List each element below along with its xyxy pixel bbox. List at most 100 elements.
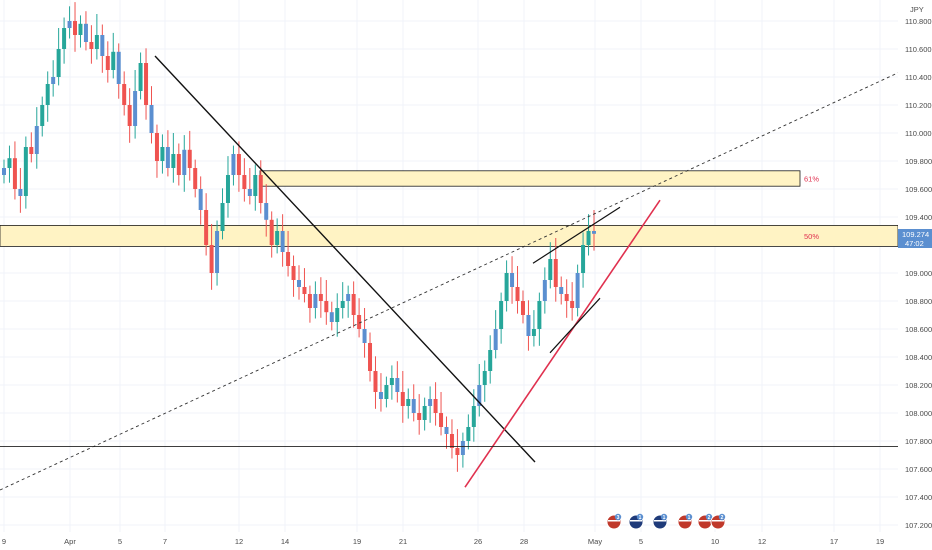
event-badge-count: 3	[617, 515, 620, 521]
time-tick-label: 28	[520, 537, 528, 546]
candle-body	[286, 252, 291, 266]
candle-body	[340, 301, 345, 308]
descending-trendline	[154, 55, 536, 463]
event-flag-stripe	[630, 520, 642, 522]
candle-body	[515, 287, 520, 301]
drawings-layer	[0, 55, 899, 491]
candle-body	[302, 287, 307, 294]
candle-body	[351, 294, 356, 315]
candle-body	[368, 343, 373, 371]
candle-body	[122, 84, 127, 105]
candle-body	[542, 280, 547, 301]
price-tick-label: 110.200	[905, 101, 932, 110]
candle-body	[204, 210, 209, 245]
us-flag-icon[interactable]: 2	[697, 513, 713, 530]
wedge-lower-line	[549, 297, 601, 354]
price-tick-label: 109.600	[905, 185, 932, 194]
candle-body	[291, 266, 296, 280]
candle-body	[138, 63, 143, 91]
candle-body	[395, 378, 400, 392]
candle-body	[433, 399, 438, 413]
time-tick-label: May	[588, 537, 602, 546]
candle-body	[29, 147, 34, 154]
candle-body	[455, 448, 460, 455]
candle-body	[411, 399, 416, 413]
candle-body	[504, 273, 509, 301]
price-axis[interactable]	[898, 0, 932, 550]
price-tick-label: 108.400	[905, 353, 932, 362]
candle-body	[280, 231, 285, 252]
price-tick-label: 110.000	[905, 129, 932, 138]
candle-body	[346, 294, 351, 301]
candle-body	[2, 168, 6, 175]
candle-body	[160, 147, 165, 161]
uk-flag-icon[interactable]: 1	[628, 513, 644, 530]
us-flag-icon[interactable]: 1	[677, 513, 693, 530]
time-tick-label: 26	[474, 537, 482, 546]
candle-body	[89, 42, 94, 49]
price-tick-label: 110.600	[905, 45, 932, 54]
price-tick-label: 108.800	[905, 297, 932, 306]
candle-body	[182, 149, 187, 175]
candle-body	[406, 399, 411, 406]
price-tick-label: 108.200	[905, 381, 932, 390]
candle-body	[482, 371, 487, 385]
candle-body	[444, 427, 449, 434]
event-badge-count: 1	[688, 515, 691, 521]
candle-body	[171, 154, 176, 168]
price-tick-label: 109.000	[905, 269, 932, 278]
time-axis[interactable]	[0, 532, 898, 550]
candle-body	[297, 280, 301, 287]
current-price-tag: 109.274 47:02	[898, 229, 932, 248]
time-tick-label: 9	[2, 537, 6, 546]
event-badge-count: 1	[639, 515, 642, 521]
candle-body	[209, 245, 214, 273]
candle-body	[581, 245, 586, 273]
candle-body	[23, 147, 28, 196]
time-tick-label: 17	[830, 537, 838, 546]
candle-body	[116, 51, 121, 84]
candle-body	[258, 175, 263, 203]
event-flag-stripe	[712, 520, 724, 522]
candle-body	[488, 350, 493, 371]
candle-body	[417, 413, 422, 420]
candle-body	[275, 231, 280, 245]
candle-body	[564, 294, 569, 301]
fib-zone-61	[259, 170, 801, 187]
price-tick-label: 109.800	[905, 157, 932, 166]
event-badge-count: 2	[708, 515, 711, 521]
candle-body	[176, 154, 181, 175]
candle-body	[73, 21, 78, 35]
us-flag-icon[interactable]: 3	[606, 513, 622, 530]
current-price: 109.274	[902, 230, 929, 239]
candle-body	[236, 154, 241, 175]
candle-body	[329, 312, 334, 322]
candle-body	[531, 329, 536, 336]
candle-body	[378, 392, 383, 399]
price-tick-label: 107.800	[905, 437, 932, 446]
candle-body	[105, 56, 110, 70]
fib-zone-label: 61%	[804, 175, 819, 184]
candle-body	[269, 219, 274, 245]
candle-body	[537, 301, 542, 329]
economic-events[interactable]: 3 1 1 1 2 2	[606, 513, 726, 530]
candle-body	[187, 149, 192, 168]
ascending-trendline	[464, 199, 661, 488]
candle-body	[127, 105, 132, 126]
time-tick-label: 21	[399, 537, 407, 546]
event-flag-stripe	[608, 520, 620, 522]
uk-flag-icon[interactable]: 1	[652, 513, 668, 530]
candle-body	[165, 147, 170, 168]
candle-body	[318, 294, 323, 301]
event-badge	[636, 513, 644, 521]
candle-body	[357, 315, 362, 329]
price-tick-label: 110.400	[905, 73, 932, 82]
candle-body	[220, 203, 225, 231]
candle-body	[149, 105, 154, 133]
event-flag-stripe	[679, 520, 691, 522]
candle-body	[477, 385, 482, 406]
candle-body	[133, 91, 138, 126]
event-badge-count: 1	[663, 515, 666, 521]
us-flag-icon[interactable]: 2	[710, 513, 726, 530]
